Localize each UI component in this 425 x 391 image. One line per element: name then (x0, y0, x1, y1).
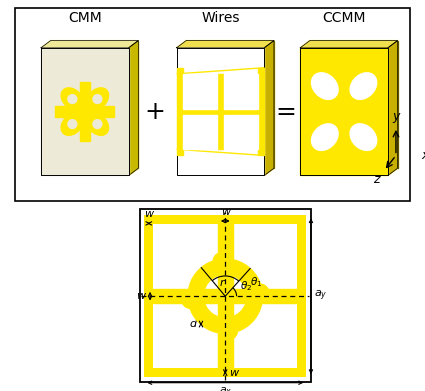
Polygon shape (186, 41, 274, 168)
Polygon shape (251, 284, 269, 302)
Polygon shape (183, 109, 258, 115)
Polygon shape (177, 41, 274, 48)
Text: $\theta_1$: $\theta_1$ (250, 276, 263, 289)
Text: w: w (136, 291, 145, 301)
Polygon shape (177, 68, 183, 156)
Text: w: w (221, 207, 230, 217)
Polygon shape (41, 41, 138, 48)
Text: +: + (144, 100, 165, 124)
Polygon shape (177, 48, 264, 176)
Polygon shape (251, 284, 269, 302)
Polygon shape (86, 88, 109, 110)
Polygon shape (310, 41, 397, 168)
Polygon shape (213, 253, 231, 271)
Text: z: z (374, 173, 380, 186)
Polygon shape (218, 224, 232, 368)
Bar (153, 224, 297, 368)
Polygon shape (86, 113, 109, 135)
Text: CCMM: CCMM (322, 11, 366, 25)
Text: =: = (276, 100, 297, 124)
Polygon shape (61, 113, 84, 135)
Text: y: y (392, 110, 400, 123)
Polygon shape (183, 74, 218, 109)
Text: r: r (219, 278, 224, 288)
Polygon shape (68, 95, 77, 104)
Polygon shape (182, 291, 199, 308)
Text: x: x (421, 149, 425, 162)
Polygon shape (61, 88, 84, 110)
Text: w: w (230, 368, 238, 378)
Polygon shape (300, 48, 388, 176)
Polygon shape (55, 106, 114, 117)
Polygon shape (224, 115, 258, 149)
Polygon shape (350, 124, 377, 151)
Polygon shape (224, 74, 258, 109)
Polygon shape (213, 253, 231, 271)
Polygon shape (80, 82, 90, 141)
Polygon shape (258, 68, 264, 156)
Polygon shape (177, 149, 264, 156)
Polygon shape (68, 120, 77, 129)
Polygon shape (177, 68, 264, 74)
Polygon shape (388, 41, 397, 176)
Polygon shape (222, 259, 262, 294)
Polygon shape (153, 289, 297, 303)
Polygon shape (188, 298, 229, 334)
Polygon shape (183, 115, 218, 149)
Polygon shape (129, 41, 138, 176)
Polygon shape (312, 73, 338, 99)
Text: $a_y$: $a_y$ (314, 289, 328, 303)
Text: $a_x$: $a_x$ (218, 385, 232, 391)
Text: Wires: Wires (201, 11, 240, 25)
Polygon shape (219, 322, 237, 340)
Polygon shape (350, 73, 377, 99)
Polygon shape (264, 41, 274, 176)
Polygon shape (182, 291, 199, 308)
Polygon shape (219, 322, 237, 340)
Polygon shape (41, 48, 129, 176)
Text: d: d (189, 319, 196, 329)
Polygon shape (300, 41, 397, 48)
Text: CMM: CMM (68, 11, 102, 25)
Polygon shape (188, 259, 224, 300)
Polygon shape (93, 95, 102, 104)
Polygon shape (312, 124, 338, 151)
Text: $\theta_2$: $\theta_2$ (240, 279, 252, 293)
Text: w: w (144, 208, 153, 219)
Polygon shape (227, 293, 263, 333)
Polygon shape (93, 120, 102, 129)
Polygon shape (218, 74, 224, 149)
Polygon shape (51, 41, 138, 168)
